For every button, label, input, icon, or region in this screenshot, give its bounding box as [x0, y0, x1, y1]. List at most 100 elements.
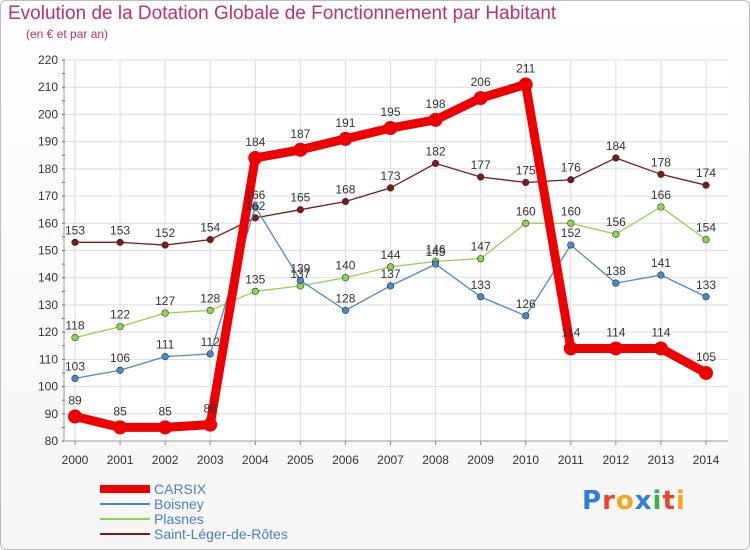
data-label-carsix: 86 [204, 402, 218, 416]
data-label-saint-leger-de-rotes: 176 [561, 161, 581, 175]
data-label-boisney: 111 [156, 338, 175, 352]
data-label-carsix: 114 [561, 325, 580, 339]
point-plasnes [567, 219, 575, 227]
legend-label: Boisney [154, 496, 204, 512]
y-tick-label: 110 [39, 352, 58, 366]
data-label-saint-leger-de-rotes: 178 [651, 155, 671, 169]
data-label-plasnes: 146 [426, 242, 446, 256]
logo-letter: o [615, 486, 635, 516]
data-label-carsix: 114 [606, 325, 625, 339]
point-carsix [518, 77, 533, 92]
point-plasnes [386, 263, 395, 271]
point-boisney [116, 366, 124, 374]
data-label-carsix: 85 [113, 404, 127, 418]
point-boisney [161, 353, 169, 361]
line-chart: 8090100110120130140150160170180190200210… [38, 53, 728, 467]
x-tick-label: 2005 [287, 453, 314, 467]
y-tick-label: 120 [38, 325, 58, 339]
data-label-saint-leger-de-rotes: 153 [110, 223, 130, 237]
logo-letter: r [602, 486, 616, 516]
data-label-boisney: 126 [516, 297, 536, 311]
data-label-saint-leger-de-rotes: 182 [426, 144, 446, 158]
point-plasnes [522, 219, 530, 227]
data-label-boisney: 138 [606, 264, 626, 278]
point-plasnes [71, 333, 79, 342]
point-boisney [296, 276, 304, 285]
data-label-saint-leger-de-rotes: 168 [335, 183, 355, 197]
point-plasnes [161, 309, 169, 317]
y-tick-label: 160 [38, 216, 58, 230]
point-saint-leger-de-rotes [431, 159, 440, 168]
data-label-saint-leger-de-rotes: 152 [155, 226, 175, 240]
point-saint-leger-de-rotes [206, 236, 214, 244]
data-label-saint-leger-de-rotes: 175 [516, 163, 536, 177]
data-label-carsix: 187 [290, 127, 310, 141]
data-label-plasnes: 160 [561, 204, 581, 218]
data-label-saint-leger-de-rotes: 177 [471, 158, 491, 172]
point-boisney [386, 282, 395, 290]
data-label-plasnes: 144 [380, 248, 400, 262]
data-label-plasnes: 135 [245, 272, 265, 286]
axis-layer: 8090100110120130140150160170180190200210… [38, 53, 728, 467]
data-label-plasnes: 140 [335, 259, 355, 273]
point-carsix [248, 150, 263, 165]
data-label-carsix: 114 [651, 325, 670, 339]
point-plasnes [206, 306, 214, 314]
x-tick-label: 2004 [242, 453, 269, 467]
point-plasnes [477, 255, 485, 263]
logo-letter: i [652, 486, 663, 516]
point-saint-leger-de-rotes [702, 181, 710, 189]
point-plasnes [657, 203, 665, 211]
point-saint-leger-de-rotes [612, 154, 620, 162]
x-tick-label: 2000 [62, 453, 89, 467]
y-tick-label: 200 [38, 107, 58, 121]
data-label-saint-leger-de-rotes: 184 [606, 139, 626, 153]
legend-label: Plasnes [154, 511, 204, 527]
data-label-plasnes: 137 [290, 267, 310, 281]
y-tick-label: 180 [38, 162, 58, 176]
data-label-boisney: 128 [335, 291, 355, 305]
point-boisney [71, 374, 79, 383]
point-saint-leger-de-rotes [71, 238, 79, 246]
data-label-boisney: 139 [290, 261, 310, 275]
data-label-carsix: 211 [516, 61, 535, 75]
point-saint-leger-de-rotes [477, 173, 485, 181]
point-carsix [608, 341, 623, 356]
point-saint-leger-de-rotes [116, 238, 124, 246]
y-tick-label: 210 [38, 80, 58, 94]
point-boisney [431, 260, 440, 268]
point-carsix [68, 409, 82, 424]
data-label-boisney: 106 [110, 351, 130, 365]
data-label-plasnes: 127 [155, 294, 175, 308]
data-label-saint-leger-de-rotes: 154 [200, 221, 220, 235]
point-plasnes [341, 274, 350, 282]
x-tick-label: 2011 [558, 453, 584, 467]
point-carsix [338, 131, 353, 146]
y-tick-label: 150 [38, 244, 58, 258]
point-carsix [473, 91, 488, 106]
point-carsix [563, 341, 578, 356]
data-label-boisney: 103 [65, 359, 85, 373]
data-label-plasnes: 147 [471, 240, 491, 254]
data-label-plasnes: 122 [110, 308, 130, 322]
data-label-boisney: 137 [380, 267, 400, 281]
data-label-carsix: 191 [335, 116, 355, 130]
logo-letter: i [675, 486, 686, 516]
data-label-saint-leger-de-rotes: 162 [245, 199, 265, 213]
data-label-carsix: 89 [68, 394, 82, 408]
data-label-carsix: 105 [696, 350, 716, 364]
x-tick-label: 2008 [422, 453, 449, 467]
data-label-carsix: 206 [471, 75, 491, 89]
data-label-carsix: 85 [158, 404, 172, 418]
point-boisney [522, 312, 530, 320]
y-tick-label: 100 [38, 380, 58, 394]
point-carsix [203, 417, 218, 432]
data-label-carsix: 198 [426, 97, 446, 111]
legend-swatch [100, 503, 150, 505]
point-plasnes [612, 230, 620, 238]
series-layer [68, 77, 713, 435]
legend-swatch [100, 518, 150, 520]
point-carsix [428, 112, 443, 127]
y-tick-label: 80 [45, 434, 59, 448]
point-carsix [383, 121, 398, 136]
